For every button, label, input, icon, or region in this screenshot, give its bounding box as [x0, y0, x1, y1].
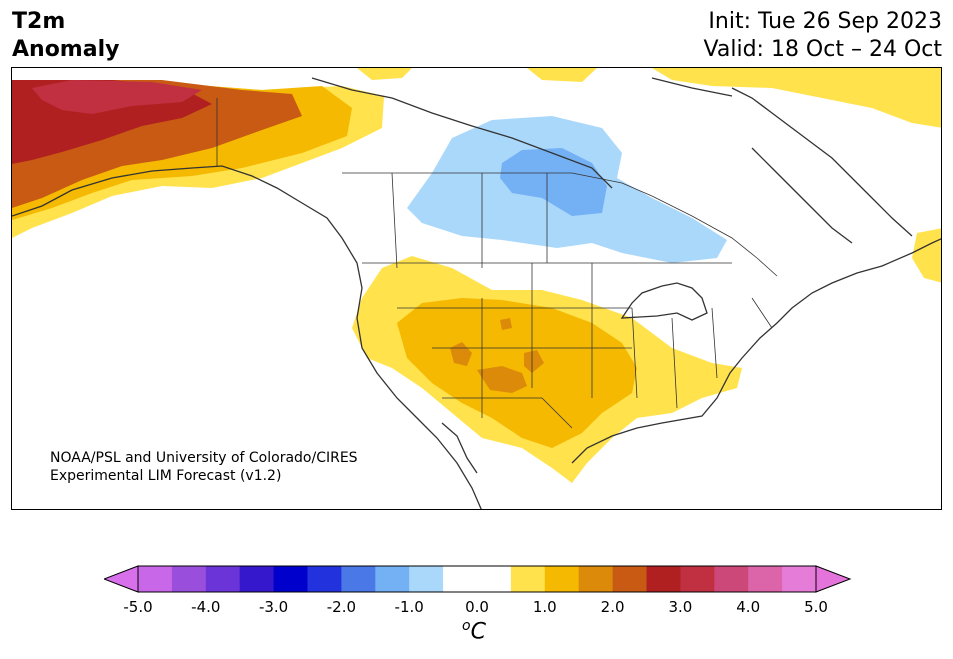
colorbar-cell [171, 566, 207, 592]
colorbar-cell [205, 566, 241, 592]
colorbar-tick-label: 2.0 [600, 598, 625, 616]
map-title: T2m Anomaly [12, 8, 119, 64]
credit-line1: NOAA/PSL and University of Colorado/CIRE… [50, 450, 358, 466]
colorbar-cell [612, 566, 647, 592]
canada-mid-blue-region [500, 148, 607, 216]
labrador-yellow-patch [912, 228, 941, 283]
valid-period: Valid: 18 Oct – 24 Oct [703, 37, 942, 62]
arctic-yellow-patch-1 [357, 68, 412, 80]
map-panel: NOAA/PSL and University of Colorado/CIRE… [11, 67, 942, 510]
colorbar-cell [341, 566, 376, 592]
colorbar-tick-label: 4.0 [736, 598, 761, 616]
unit-letter: C [470, 619, 486, 645]
credit-text: NOAA/PSL and University of Colorado/CIRE… [50, 449, 358, 485]
colorbar-unit: oC [462, 618, 486, 644]
colorbar-cell [307, 566, 342, 592]
arctic-yellow-patch-2 [527, 68, 597, 82]
alaska-crimson-region [32, 80, 202, 114]
colorbar-tick-label: -5.0 [123, 598, 153, 616]
colorbar-cell [680, 566, 715, 592]
colorbar-cell [748, 566, 783, 592]
colorbar-cell [510, 566, 546, 592]
arctic-yellow-patch-3 [652, 68, 941, 128]
colorbar-cell [646, 566, 681, 592]
colorbar-tick-label: 0.0 [465, 598, 489, 616]
colorbar-tick-label: 1.0 [532, 598, 557, 616]
colorbar-cell [714, 566, 749, 592]
colorbar-cell [239, 566, 275, 592]
forecast-dates: Init: Tue 26 Sep 2023 Valid: 18 Oct – 24… [704, 8, 942, 64]
credit-line2: Experimental LIM Forecast (v1.2) [50, 468, 282, 484]
colorbar-cell [782, 566, 817, 592]
colorbar-tick-label: -3.0 [258, 598, 289, 616]
colorbar-cell [409, 566, 444, 592]
colorbar-cell [443, 566, 478, 592]
colorbar-tick-label: -2.0 [326, 598, 357, 616]
colorbar-tick-label: 5.0 [804, 598, 828, 616]
colorbar-cell [578, 566, 614, 592]
colorbar-cell [138, 566, 173, 592]
colorbar-cells [138, 566, 817, 592]
colorbar-tick-label: 3.0 [668, 598, 693, 616]
colorbar-cell [544, 566, 580, 592]
us-orange-region-4 [500, 318, 512, 330]
colorbar-outline [137, 565, 817, 593]
us-orange-region-1 [477, 366, 527, 393]
coastlines [12, 77, 941, 509]
unit-degree: o [462, 618, 471, 634]
colorbar-tick-label: -1.0 [394, 598, 424, 616]
political-boundaries [216, 98, 778, 429]
colorbar-extend-high [815, 565, 852, 593]
colorbar-cell [273, 566, 308, 592]
title-variable-line2: Anomaly [12, 37, 120, 62]
init-date: Init: Tue 26 Sep 2023 [708, 9, 942, 34]
colorbar-cell [375, 566, 410, 592]
anomaly-map [12, 68, 941, 509]
us-orange-region-3 [524, 350, 544, 373]
colorbar [104, 565, 852, 593]
title-variable-line1: T2m [12, 9, 66, 34]
colorbar-extend-low [104, 565, 139, 593]
colorbar-cell [477, 566, 512, 592]
colorbar-tick-label: -4.0 [191, 598, 221, 616]
